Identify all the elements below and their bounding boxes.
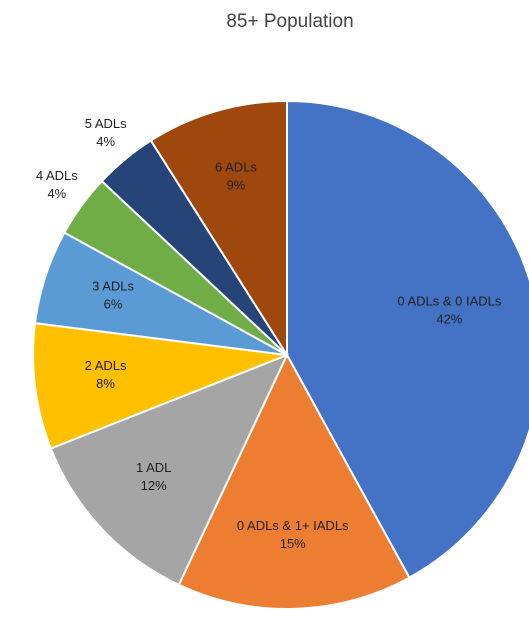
data-label: 1 ADL 12% (136, 460, 171, 493)
pie-slice (32, 322, 288, 450)
pie-slice (149, 99, 288, 359)
value-label: 8% (96, 376, 115, 391)
category-label: 2 ADLs (85, 358, 127, 373)
category-label: 0 ADLs & 0 IADLs (397, 293, 502, 308)
data-label: 3 ADLs 6% (92, 278, 134, 311)
category-label: 3 ADLs (92, 278, 134, 293)
value-label: 15% (280, 536, 306, 551)
pie-slice (286, 99, 529, 579)
category-label: 0 ADLs & 1+ IADLs (237, 518, 349, 533)
data-label: 5 ADLs 4% (85, 116, 127, 149)
data-label: 0 ADLs & 0 IADLs 42% (397, 293, 502, 326)
value-label: 6% (104, 296, 123, 311)
chart-title: 85+ Population (226, 11, 353, 32)
category-label: 5 ADLs (85, 116, 127, 131)
value-label: 4% (47, 186, 66, 201)
category-label: 4 ADLs (36, 168, 78, 183)
data-label: 0 ADLs & 1+ IADLs 15% (237, 518, 349, 551)
category-label: 1 ADL (136, 460, 171, 475)
data-label: 2 ADLs 8% (85, 358, 127, 391)
value-label: 42% (436, 311, 462, 326)
value-label: 12% (141, 478, 167, 493)
data-label: 4 ADLs 4% (36, 168, 78, 201)
data-label: 6 ADLs 9% (215, 159, 257, 192)
category-label: 6 ADLs (215, 159, 257, 174)
pie-slice (49, 353, 289, 587)
value-label: 4% (96, 134, 115, 149)
pie-slice (177, 352, 411, 610)
value-label: 9% (227, 177, 246, 192)
